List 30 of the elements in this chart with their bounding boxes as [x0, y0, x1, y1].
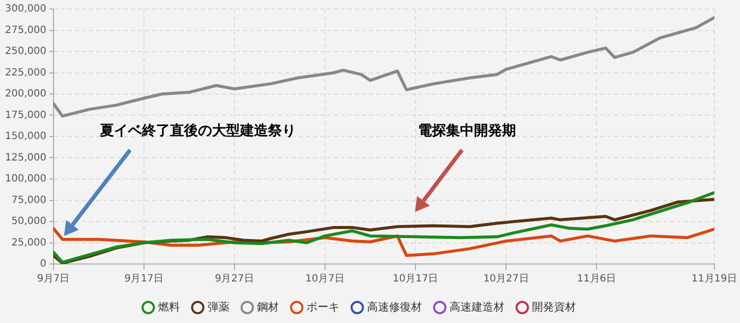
- x-tick-label: 9月17日: [124, 274, 164, 285]
- x-tick-label: 9月7日: [36, 274, 70, 285]
- x-tick-label: 11月6日: [577, 274, 616, 285]
- legend-label: 燃料: [158, 300, 180, 314]
- legend-label: 鋼材: [256, 300, 279, 314]
- x-tick-label: 9月27日: [214, 274, 254, 285]
- y-tick-label: 200,000: [4, 88, 46, 100]
- x-tick-label: 10月7日: [305, 274, 345, 285]
- y-tick-label: 150,000: [4, 131, 46, 142]
- y-tick-label: 250,000: [4, 46, 46, 58]
- legend-label: ボーキ: [306, 300, 340, 314]
- legend-label: 開発資材: [532, 300, 576, 314]
- y-tick-label: 50,000: [11, 216, 46, 228]
- legend-label: 高速修復材: [366, 300, 422, 314]
- legend-label: 弾薬: [207, 300, 230, 314]
- y-tick-label: 300,000: [4, 4, 46, 15]
- y-tick-label: 0: [40, 258, 46, 270]
- x-tick-label: 11月19日: [692, 274, 737, 285]
- y-tick-label: 75,000: [11, 194, 46, 206]
- y-tick-label: 175,000: [4, 110, 46, 121]
- y-tick-label: 100,000: [4, 174, 46, 185]
- annotation: 電探集中開発期: [418, 122, 516, 140]
- y-tick-label: 225,000: [4, 67, 46, 78]
- y-tick-label: 275,000: [4, 24, 46, 36]
- x-tick-label: 10月17日: [392, 274, 438, 285]
- legend-label: 高速建造材: [449, 300, 504, 314]
- y-tick-label: 25,000: [11, 237, 46, 248]
- y-tick-label: 125,000: [4, 152, 46, 164]
- annotation: 夏イベ終了直後の大型建造祭り: [100, 122, 296, 140]
- x-tick-label: 10月27日: [483, 274, 529, 285]
